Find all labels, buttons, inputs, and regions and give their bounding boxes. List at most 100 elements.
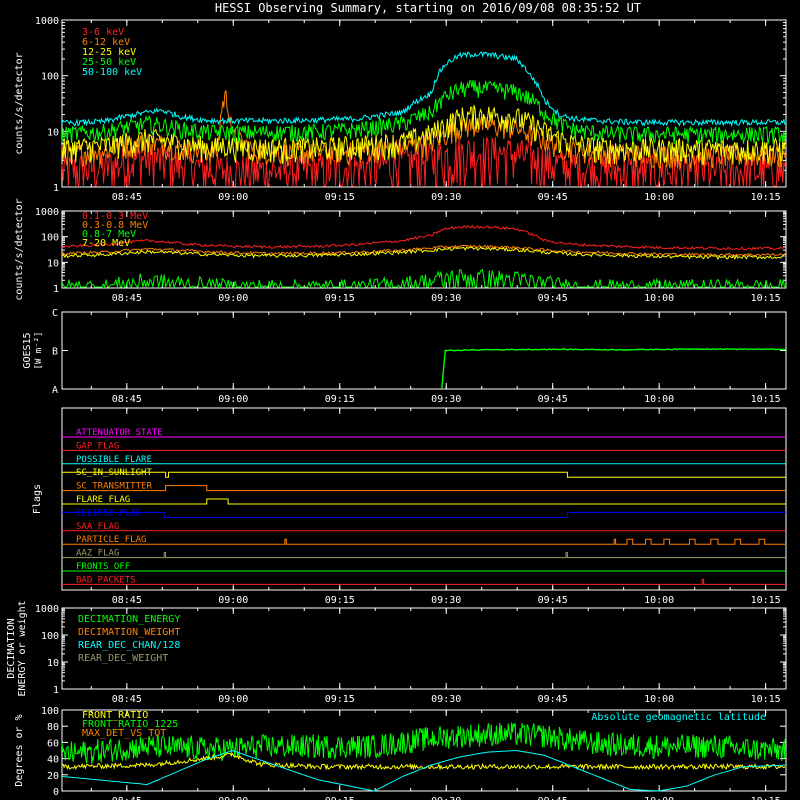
x-tick-label: 09:00 <box>218 192 248 203</box>
x-tick-label: 08:45 <box>112 694 142 705</box>
y-tick-label: 1 <box>53 284 59 295</box>
x-tick-label: 09:00 <box>218 595 248 606</box>
series-line-7-20-mev <box>61 246 785 261</box>
y-tick-label: 1 <box>53 183 59 194</box>
flag-label: FRONTS_OFF <box>76 562 130 572</box>
legend-entry: DECIMATION_ENERGY <box>78 614 180 625</box>
y-tick-label: 1000 <box>35 207 59 218</box>
y-axis-label-2: ENERGY or weight <box>17 600 28 696</box>
series-line-6-12-kev <box>61 90 786 169</box>
y-tick-label: 1000 <box>35 16 59 27</box>
y-tick-label: 100 <box>41 72 59 83</box>
y-tick-label: 100 <box>41 706 59 717</box>
x-tick-label: 08:45 <box>112 192 142 203</box>
legend-entry: FRONT_RATIO_1225 <box>82 719 178 730</box>
series-line-geomagnetic-latitude <box>61 749 787 792</box>
x-tick-label: 09:15 <box>325 394 355 405</box>
x-tick-label: 09:00 <box>218 796 248 800</box>
legend-entry: 3-6 keV <box>82 27 124 38</box>
flag-label: ECLIPSE_FLAG <box>76 508 141 518</box>
flag-label: SC_IN_SUNLIGHT <box>76 468 152 478</box>
x-tick-label: 10:00 <box>644 595 674 606</box>
y-tick-label: 80 <box>47 722 59 733</box>
x-tick-label: 09:30 <box>431 293 461 304</box>
x-tick-label: 09:45 <box>538 293 568 304</box>
panel-frame-6 <box>61 709 787 792</box>
figure-title: HESSI Observing Summary, starting on 201… <box>215 1 641 15</box>
x-tick-label: 10:15 <box>751 796 781 800</box>
y-tick-label: 100 <box>41 631 59 642</box>
panels-group: 08:45 09:00 09:15 09:30 09:45 10:00 10:1511010… <box>6 16 787 800</box>
series-line-0-1-0-3-mev <box>61 224 785 251</box>
y-axis-label: Flags <box>32 484 43 514</box>
x-tick-label: 10:15 <box>751 595 781 606</box>
legend-entry: 0.3-0.8 MeV <box>82 220 148 231</box>
series-line-25-50-kev <box>61 79 786 145</box>
x-tick-label: 09:00 <box>218 293 248 304</box>
x-tick-label: 08:45 <box>112 595 142 606</box>
flag-label: BAD_PACKETS <box>76 575 136 585</box>
y-axis-label: counts/s/detector <box>14 198 25 300</box>
flag-line <box>62 471 786 478</box>
x-tick-label: 09:00 <box>218 694 248 705</box>
x-tick-label: 09:15 <box>325 694 355 705</box>
legend-entry: 0.8-7 MeV <box>82 229 136 240</box>
flag-line <box>62 485 786 492</box>
legend-entry: REAR_DEC_CHAN/128 <box>78 640 180 651</box>
y-axis-label: counts/s/detector <box>14 52 25 154</box>
x-tick-label: 09:15 <box>325 293 355 304</box>
series-line-0-3-0-8-mev <box>61 244 786 257</box>
x-tick-label: 10:00 <box>644 394 674 405</box>
x-tick-label: 10:00 <box>644 192 674 203</box>
panel-frame-2 <box>61 210 787 289</box>
legend-entry: 25-50 keV <box>82 57 136 68</box>
x-tick-label: 10:00 <box>644 293 674 304</box>
annotation-geomagnetic-latitude: Absolute geomagnetic latitude <box>591 712 766 723</box>
series-line-front-ratio-1225 <box>61 722 786 764</box>
x-tick-label: 09:30 <box>431 192 461 203</box>
x-tick-label: 10:00 <box>644 694 674 705</box>
y-tick-label: 1 <box>53 685 59 696</box>
x-tick-label: 09:45 <box>538 694 568 705</box>
x-tick-label: 09:45 <box>538 192 568 203</box>
x-tick-label: 08:45 <box>112 394 142 405</box>
series-line-goes <box>441 347 787 390</box>
flag-label: PARTICLE_FLAG <box>76 535 146 545</box>
y-tick-label: 0 <box>53 787 59 798</box>
y-tick-label: 100 <box>41 233 59 244</box>
x-tick-label: 09:30 <box>431 394 461 405</box>
y-tick-label: 1000 <box>35 604 59 615</box>
flag-line <box>62 538 786 545</box>
legend-entry: 7-20 MeV <box>82 238 130 249</box>
y-axis-label: Degrees or % <box>14 714 25 786</box>
legend-entry: 12-25 keV <box>82 47 136 58</box>
flag-label: AAZ_FLAG <box>76 549 119 559</box>
x-tick-label: 09:45 <box>538 595 568 606</box>
x-tick-label: 10:15 <box>751 293 781 304</box>
legend-entry: FRONT_RATIO <box>82 710 148 721</box>
x-tick-label: 09:45 <box>538 796 568 800</box>
flag-label: SC_TRANSMITTER <box>76 482 152 492</box>
flag-label: POSSIBLE_FLARE <box>76 455 152 465</box>
x-tick-label: 10:15 <box>751 192 781 203</box>
series-line-50-100-kev <box>61 51 786 127</box>
series-line-0-8-7-mev <box>61 268 786 289</box>
flag-line <box>62 552 786 559</box>
x-tick-label: 09:15 <box>325 796 355 800</box>
y-tick-label: C <box>52 308 58 319</box>
x-tick-label: 10:15 <box>751 394 781 405</box>
legend-entry: DECIMATION_WEIGHT <box>78 627 180 638</box>
legend-entry: MAX_DET_VS_TOT <box>82 728 166 739</box>
flag-line <box>62 578 786 585</box>
panel-frame-1 <box>61 19 787 188</box>
y-tick-label: A <box>52 385 58 396</box>
legend-entry: REAR_DEC_WEIGHT <box>78 653 168 664</box>
x-tick-label: 10:00 <box>644 796 674 800</box>
y-tick-label: 40 <box>47 755 59 766</box>
legend-entry: 6-12 keV <box>82 37 130 48</box>
series-line-3-6-kev <box>61 136 786 188</box>
flag-label: SAA_FLAG <box>76 522 119 532</box>
y-axis-unit: [W m⁻²] <box>34 332 44 370</box>
y-axis-label: GOES15 <box>22 332 33 368</box>
